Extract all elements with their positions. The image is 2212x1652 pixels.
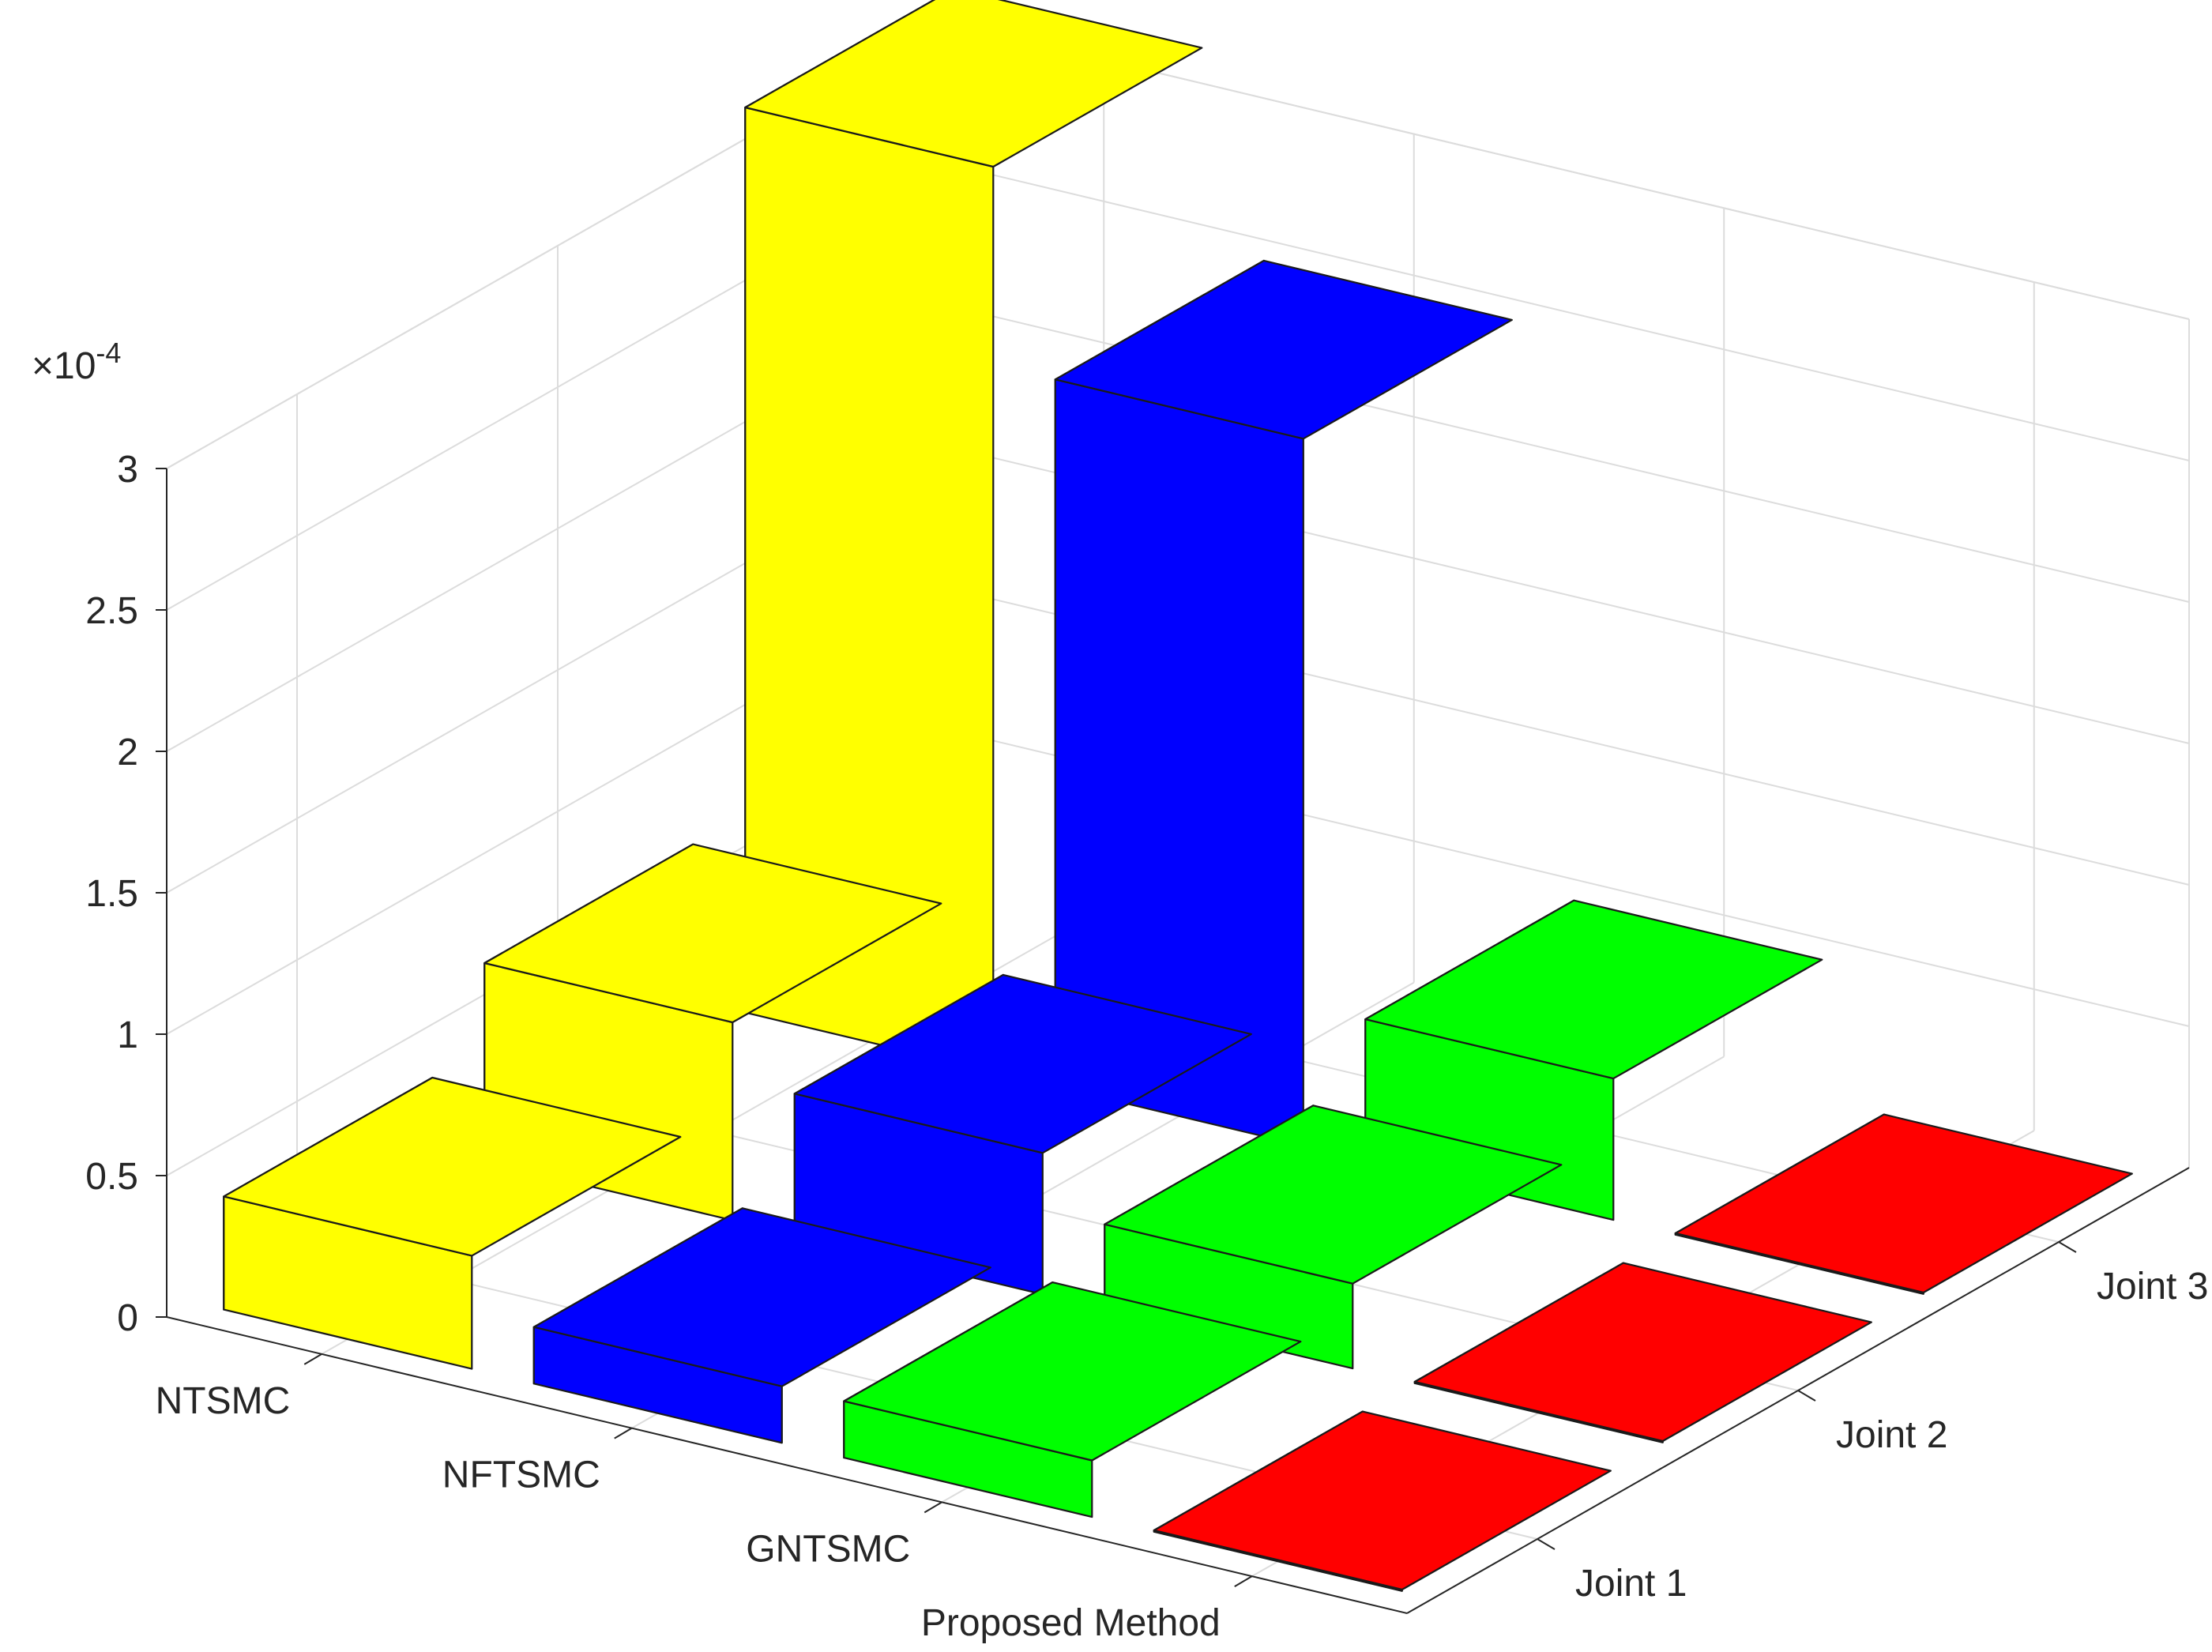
bar [1413,1262,1872,1443]
bar [1054,259,1513,1147]
bar [223,1076,682,1370]
grid-line-z [948,164,2190,461]
z-tick-label: 2 [117,732,138,773]
bar-face-top [1104,1104,1563,1285]
x-tick-label: GNTSMC [746,1528,910,1570]
bar [744,0,1203,1073]
z-tick-label: 2.5 [85,590,138,632]
z-tick-label: 1.5 [85,873,138,915]
bar-face-top [1674,1113,2133,1294]
bar [1153,1410,1612,1592]
bar-face-top [532,1207,991,1387]
x-tick [1234,1575,1253,1587]
x-axis-line [166,1316,1408,1614]
bar-layer [223,0,2133,1592]
y-tick [1797,1390,1816,1402]
z-exponent-label: ×10-4 [32,337,121,387]
bar-face-top [1153,1410,1612,1591]
bar-face-top [793,973,1252,1154]
z-tick-label: 1 [117,1014,138,1056]
bar-face-top [483,843,942,1024]
bar-face-top [223,1076,682,1257]
y-tick [2058,1241,2077,1253]
x-tick-label: NTSMC [156,1380,291,1422]
bar-face-top [744,0,1203,168]
x-tick [924,1501,942,1514]
bar [532,1207,991,1444]
z-tick-label: 0.5 [85,1156,138,1198]
axis-layer [156,468,2190,1614]
bar-face-top [843,1281,1302,1462]
z-tick-label: 0 [117,1297,138,1339]
x-tick [614,1427,633,1439]
bar [1104,1104,1563,1370]
x-tick-label: Proposed Method [921,1602,1221,1644]
bar-face-top [1054,259,1513,440]
z-tick-label: 3 [117,449,138,491]
x-tick [303,1353,322,1365]
y-tick-label: Joint 2 [1836,1414,1947,1456]
x-tick-label: NFTSMC [442,1454,600,1496]
y-tick [1537,1538,1556,1550]
y-tick-label: Joint 1 [1575,1563,1687,1605]
y-tick-label: Joint 3 [2097,1266,2208,1308]
bar [1674,1113,2133,1295]
label-layer: ×10-4 0 0.5 1 1.5 2 2.5 3 NTSMC NFTSMC GNTSMC Prop… [32,337,2208,1644]
bar-face-top [1364,899,1823,1080]
bar-face-top [1413,1262,1872,1443]
bar [843,1281,1302,1518]
